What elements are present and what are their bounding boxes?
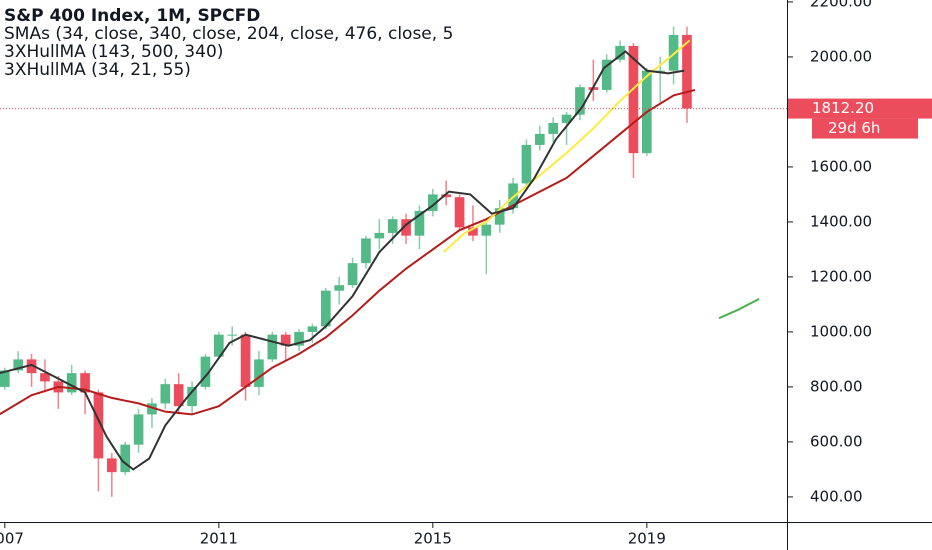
candle-body bbox=[615, 45, 625, 60]
candle-body bbox=[601, 59, 612, 90]
candle-body bbox=[0, 370, 10, 387]
candle-body bbox=[133, 414, 144, 445]
x-tick-label: 2019 bbox=[628, 530, 666, 548]
candle-body bbox=[628, 45, 639, 154]
candle-body bbox=[240, 334, 251, 387]
indicator-line bbox=[718, 298, 760, 320]
candle-body bbox=[187, 386, 197, 407]
candle-body bbox=[575, 87, 585, 115]
x-tick-label: 2015 bbox=[414, 530, 452, 548]
y-tick-label: 2200.00 bbox=[810, 0, 872, 10]
indicator-line bbox=[442, 39, 691, 253]
indicator-line bbox=[0, 88, 696, 416]
candle-body bbox=[428, 194, 438, 211]
candle-body bbox=[267, 334, 278, 360]
y-tick-label: 600.00 bbox=[810, 432, 863, 450]
candle-body bbox=[254, 359, 264, 387]
candle-body bbox=[535, 133, 545, 145]
candle-body bbox=[227, 334, 238, 336]
y-tick-label: 2000.00 bbox=[810, 47, 872, 65]
candle-body bbox=[280, 334, 291, 346]
legend-entry: SMAs (34, close, 340, close, 204, close,… bbox=[4, 24, 453, 44]
candle-body bbox=[294, 331, 304, 346]
candle-body bbox=[387, 219, 398, 233]
candle-body bbox=[347, 263, 358, 286]
candle-body bbox=[200, 356, 211, 387]
candle-body bbox=[521, 144, 532, 184]
candle-body bbox=[481, 224, 492, 236]
candle-body bbox=[26, 359, 37, 374]
candle-body bbox=[454, 197, 465, 228]
countdown: 29d 6h bbox=[828, 119, 880, 137]
candle-body bbox=[361, 238, 371, 264]
chart-title: S&P 400 Index, 1M, SPCFD bbox=[4, 6, 260, 26]
price-label-bg bbox=[788, 98, 932, 119]
candle-body bbox=[334, 285, 345, 291]
legend-entry: 3XHullMA (143, 500, 340) bbox=[4, 42, 223, 62]
candle-body bbox=[655, 70, 666, 72]
candle-body bbox=[40, 373, 50, 382]
candle-body bbox=[80, 373, 90, 393]
candle-body bbox=[120, 444, 131, 473]
candle-body bbox=[682, 34, 692, 109]
candle-body bbox=[107, 458, 117, 473]
y-tick-label: 1000.00 bbox=[810, 322, 872, 340]
y-tick-label: 1400.00 bbox=[810, 212, 872, 230]
indicator-line bbox=[0, 50, 685, 471]
countdown-bg bbox=[812, 118, 918, 139]
price-label: 1812.20 bbox=[812, 99, 874, 117]
candle-body bbox=[494, 208, 505, 225]
candle-body bbox=[548, 122, 559, 134]
candle-body bbox=[160, 384, 171, 404]
y-tick-label: 400.00 bbox=[810, 487, 863, 505]
candle-body bbox=[441, 194, 452, 198]
candle-body bbox=[668, 34, 679, 71]
candle-body bbox=[214, 334, 224, 357]
candle-body bbox=[66, 373, 77, 393]
y-tick-label: 1200.00 bbox=[810, 267, 872, 285]
candle-body bbox=[173, 384, 184, 407]
x-tick-label: 2007 bbox=[0, 530, 24, 548]
candle-body bbox=[414, 210, 425, 236]
candle-body bbox=[374, 232, 385, 239]
y-tick-label: 800.00 bbox=[810, 377, 863, 395]
y-tick-label: 1600.00 bbox=[810, 157, 872, 175]
candle-body bbox=[147, 403, 157, 415]
candle-body bbox=[93, 392, 104, 459]
candle-body bbox=[401, 219, 411, 236]
legend-entry: 3XHullMA (34, 21, 55) bbox=[4, 60, 191, 80]
candle-body bbox=[508, 183, 518, 209]
candle-body bbox=[13, 359, 24, 371]
plot-area bbox=[0, 26, 760, 497]
candle-body bbox=[321, 290, 331, 327]
candle-body bbox=[307, 326, 318, 332]
candle-body bbox=[561, 114, 572, 123]
x-tick-label: 2011 bbox=[200, 530, 238, 548]
candle-body bbox=[468, 227, 478, 236]
